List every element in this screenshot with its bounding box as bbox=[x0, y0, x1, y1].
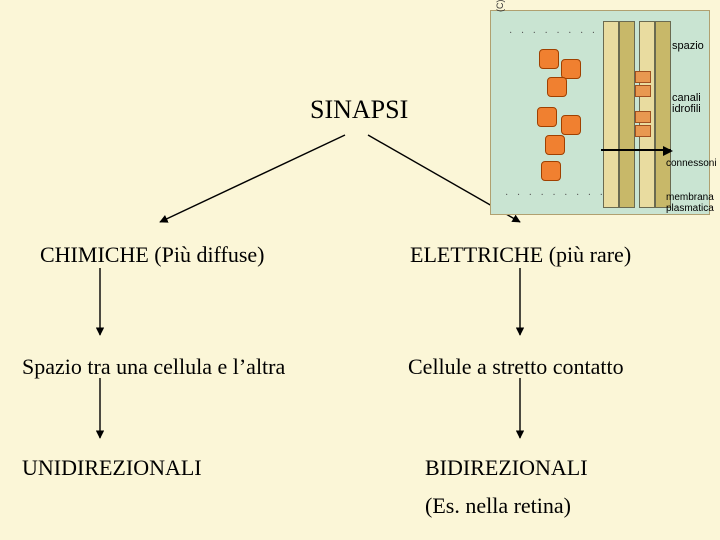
vesicle-icon bbox=[541, 161, 561, 181]
membrane-plate bbox=[603, 21, 619, 208]
arrow-title-left bbox=[160, 135, 345, 222]
inset-dots: · · · · · · · · · bbox=[509, 29, 610, 39]
flow-arrow-icon bbox=[601, 149, 671, 151]
diagram-title: SINAPSI bbox=[310, 95, 408, 125]
node-chimiche: CHIMICHE (Più diffuse) bbox=[40, 242, 264, 268]
connexon-icon bbox=[635, 111, 651, 123]
inset-label-membrana: membrana bbox=[666, 192, 714, 203]
vesicle-icon bbox=[537, 107, 557, 127]
inset-credit: (C)nonsolofitness.it bbox=[495, 0, 505, 12]
connexon-icon bbox=[635, 85, 651, 97]
connexon-icon bbox=[635, 71, 651, 83]
membrane-plate bbox=[655, 21, 671, 208]
vesicle-icon bbox=[561, 115, 581, 135]
node-elettriche: ELETTRICHE (più rare) bbox=[410, 242, 631, 268]
node-cellule: Cellule a stretto contatto bbox=[408, 354, 624, 380]
vesicle-icon bbox=[547, 77, 567, 97]
inset-label-plasmatica: plasmatica bbox=[666, 203, 714, 214]
inset-label-spazio: spazio bbox=[672, 40, 704, 52]
vesicle-icon bbox=[545, 135, 565, 155]
inset-label-connessoni: connessoni bbox=[666, 158, 717, 169]
node-es-retina: (Es. nella retina) bbox=[425, 493, 571, 519]
vesicle-icon bbox=[561, 59, 581, 79]
node-spazio: Spazio tra una cellula e l’altra bbox=[22, 354, 285, 380]
membrane-plate bbox=[619, 21, 635, 208]
diagram-stage: SINAPSI CHIMICHE (Più diffuse) Spazio tr… bbox=[0, 0, 720, 540]
inset-dots: · · · · · · · · · · bbox=[505, 191, 618, 201]
vesicle-icon bbox=[539, 49, 559, 69]
node-unidirezionali: UNIDIREZIONALI bbox=[22, 455, 202, 481]
connexon-icon bbox=[635, 125, 651, 137]
inset-label-idrofili: idrofili bbox=[672, 103, 701, 115]
node-bidirezionali: BIDIREZIONALI bbox=[425, 455, 588, 481]
